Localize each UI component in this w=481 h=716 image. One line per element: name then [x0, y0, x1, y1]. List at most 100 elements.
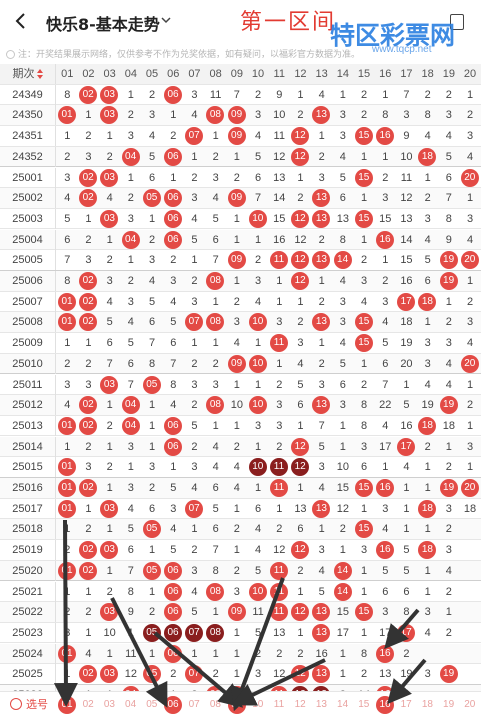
miss-count-cell: [439, 644, 460, 664]
miss-count-cell: 1: [360, 192, 368, 205]
miss-count-cell: 22: [379, 399, 392, 412]
miss-count-cell: 2: [297, 316, 304, 329]
miss-count-cell: 2: [360, 668, 368, 681]
period-cell: 25017: [0, 498, 56, 519]
drawn-number-ball: 07: [185, 665, 204, 684]
miss-count-cell: 3: [424, 212, 431, 225]
watermark-url: www.tqcp.net: [372, 44, 432, 55]
miss-count-cell: 1: [424, 461, 431, 474]
pick-number-button[interactable]: 08: [209, 699, 221, 710]
pick-number-button[interactable]: 12: [294, 699, 306, 710]
sort-icon[interactable]: [36, 69, 43, 80]
pick-number-button[interactable]: 05: [146, 699, 158, 710]
miss-count-cell: 5: [127, 523, 134, 536]
drawn-number-ball: 11: [270, 561, 288, 580]
miss-count-cell: 7: [318, 419, 325, 432]
select-radio-icon[interactable]: [10, 698, 22, 710]
period-cell: 25014: [0, 436, 56, 457]
column-header: 10: [251, 68, 265, 80]
pick-number-button[interactable]: 07: [188, 699, 200, 710]
miss-count-cell: 1: [424, 564, 431, 577]
pick-number-button[interactable]: 17: [400, 699, 412, 710]
miss-count-cell: 13: [273, 626, 286, 639]
back-arrow-icon[interactable]: [14, 12, 28, 30]
pick-number-button[interactable]: 06: [164, 696, 182, 714]
drawn-number-ball: 15: [354, 127, 373, 146]
miss-count-cell: 6: [297, 399, 304, 412]
miss-count-cell: 1: [106, 647, 113, 660]
period-header[interactable]: 期次: [0, 64, 56, 84]
miss-count-cell: 1: [64, 668, 71, 681]
column-header: 07: [188, 68, 201, 80]
miss-count-cell: 3: [148, 254, 156, 267]
chevron-down-icon[interactable]: [160, 14, 172, 26]
drawn-number-ball: 20: [460, 479, 479, 497]
column-header: 09: [230, 68, 243, 80]
miss-count-cell: 7: [127, 378, 134, 391]
period-cell: 25009: [0, 333, 56, 354]
drawn-number-ball: 06: [164, 561, 182, 580]
drawn-number-ball: 15: [354, 209, 373, 228]
miss-count-cell: 2: [212, 150, 219, 163]
pick-number-button[interactable]: 10: [252, 699, 264, 710]
miss-count-cell: 4: [254, 130, 262, 143]
miss-count-cell: 2: [276, 523, 283, 536]
miss-count-cell: 3: [191, 461, 198, 474]
miss-count-cell: 2: [360, 378, 368, 391]
share-icon[interactable]: [450, 14, 464, 30]
miss-count-cell: 1: [148, 440, 156, 453]
miss-count-cell: 3: [276, 399, 283, 412]
miss-count-cell: 8: [64, 88, 71, 101]
pick-number-button[interactable]: 16: [376, 696, 394, 714]
miss-count-cell: 11: [252, 606, 264, 619]
column-header: 18: [421, 68, 434, 80]
miss-count-cell: 5: [382, 337, 389, 350]
pick-number-button[interactable]: 03: [103, 699, 115, 710]
info-icon: [6, 50, 15, 60]
miss-count-cell: 1: [318, 275, 325, 287]
period-cell: 25008: [0, 312, 56, 333]
miss-count-cell: 2: [233, 564, 240, 577]
miss-count-cell: 1: [170, 109, 177, 122]
miss-count-cell: 2: [445, 316, 452, 329]
pick-number-button[interactable]: 13: [315, 699, 327, 710]
miss-count-cell: 1: [191, 150, 198, 163]
miss-count-cell: 3: [318, 461, 325, 474]
pick-number-button[interactable]: 11: [273, 699, 285, 710]
pick-number-button[interactable]: 09: [227, 696, 246, 714]
miss-count-cell: 4: [297, 357, 304, 370]
pick-number-button[interactable]: 15: [358, 699, 370, 710]
pick-number-button[interactable]: 02: [82, 699, 94, 710]
miss-count-cell: 1: [403, 523, 410, 536]
miss-count-cell: 2: [318, 150, 325, 163]
select-label[interactable]: 选号: [26, 699, 48, 711]
drawn-number-ball: 14: [333, 561, 352, 580]
period-cell: 25016: [0, 478, 56, 498]
miss-count-cell: 3: [170, 275, 177, 287]
pick-number-button[interactable]: 01: [58, 696, 76, 714]
miss-count-cell: 1: [466, 378, 474, 391]
pick-number-button[interactable]: 20: [464, 699, 476, 710]
miss-count-cell: 1: [233, 150, 240, 163]
miss-count-cell: 6: [382, 357, 389, 370]
miss-count-cell: 7: [254, 192, 262, 205]
miss-count-cell: 2: [191, 275, 198, 287]
pick-number-button[interactable]: 18: [421, 699, 433, 710]
miss-count-cell: 4: [318, 564, 325, 577]
pick-number-button[interactable]: 19: [443, 699, 455, 710]
page-title[interactable]: 快乐8-基本走势: [46, 15, 160, 34]
miss-count-cell: 5: [212, 502, 219, 515]
miss-count-cell: 6: [127, 357, 134, 370]
period-cell: 24351: [0, 126, 56, 147]
miss-count-cell: 4: [191, 482, 198, 494]
section-overlay-text: 第一区间: [240, 10, 337, 35]
drawn-number-ball: 19: [439, 272, 458, 290]
pick-number-button[interactable]: 04: [125, 699, 137, 710]
miss-count-cell: 1: [424, 585, 431, 598]
miss-count-cell: 13: [336, 212, 349, 225]
drawn-number-ball: 08: [206, 272, 225, 290]
miss-count-cell: 5: [424, 254, 431, 267]
miss-count-cell: 1: [297, 171, 304, 184]
miss-count-cell: 2: [106, 419, 113, 432]
pick-number-button[interactable]: 14: [337, 699, 349, 710]
